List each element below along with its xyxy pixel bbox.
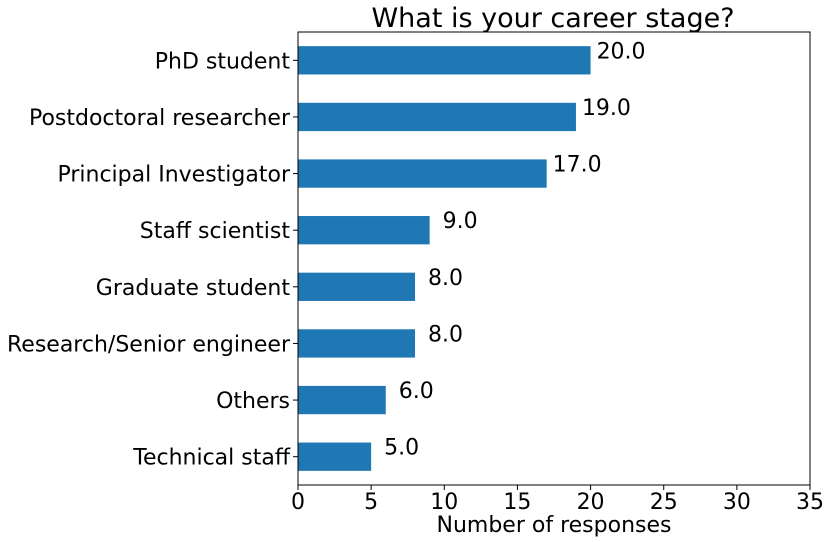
- value-label-technical-staff: 5.0: [384, 436, 419, 461]
- bar-principal-investigator: [298, 159, 547, 188]
- value-label-others: 6.0: [399, 379, 434, 404]
- value-label-postdoctoral-researcher: 19.0: [582, 96, 631, 121]
- bar-staff-scientist: [298, 216, 430, 245]
- category-label-technical-staff: Technical staff: [132, 446, 291, 471]
- value-label-research-senior-engineer: 8.0: [428, 322, 463, 347]
- x-tick-label: 25: [650, 490, 678, 515]
- x-tick-label: 30: [723, 490, 751, 515]
- x-tick-label: 15: [503, 490, 531, 515]
- value-labels-group: 20.0 19.0 17.0 9.0 8.0 8.0 6.0 5.0: [384, 39, 645, 460]
- bar-technical-staff: [298, 442, 372, 471]
- bar-research-senior-engineer: [298, 329, 416, 358]
- x-tick-label: 0: [291, 490, 305, 515]
- category-label-others: Others: [216, 389, 290, 414]
- category-label-postdoctoral-researcher: Postdoctoral researcher: [29, 106, 291, 131]
- value-label-principal-investigator: 17.0: [553, 153, 602, 178]
- value-label-staff-scientist: 9.0: [443, 209, 478, 234]
- x-tick-label: 20: [577, 490, 605, 515]
- value-label-graduate-student: 8.0: [428, 266, 463, 291]
- category-label-graduate-student: Graduate student: [96, 276, 291, 301]
- bar-postdoctoral-researcher: [298, 102, 576, 132]
- plot-area-frame: [297, 31, 811, 486]
- bar-graduate-student: [298, 272, 416, 301]
- value-label-phd-student: 20.0: [597, 39, 646, 64]
- category-labels-group: PhD student Postdoctoral researcher Princi…: [7, 49, 298, 471]
- category-label-research-senior-engineer: Research/Senior engineer: [7, 332, 291, 357]
- category-label-staff-scientist: Staff scientist: [140, 219, 291, 244]
- x-tick-label: 35: [796, 490, 824, 515]
- x-tick-label: 10: [430, 490, 458, 515]
- x-axis-ticks-group: 0 5 10 15 20 25 30 35: [291, 485, 824, 515]
- chart-title: What is your career stage?: [371, 3, 734, 34]
- bar-others: [298, 385, 386, 415]
- x-axis-label: Number of responses: [437, 513, 672, 538]
- x-tick-label: 5: [364, 490, 378, 515]
- category-label-principal-investigator: Principal Investigator: [57, 163, 290, 188]
- category-label-phd-student: PhD student: [155, 49, 291, 74]
- bar-phd-student: [298, 46, 591, 75]
- bars-group: [298, 46, 591, 471]
